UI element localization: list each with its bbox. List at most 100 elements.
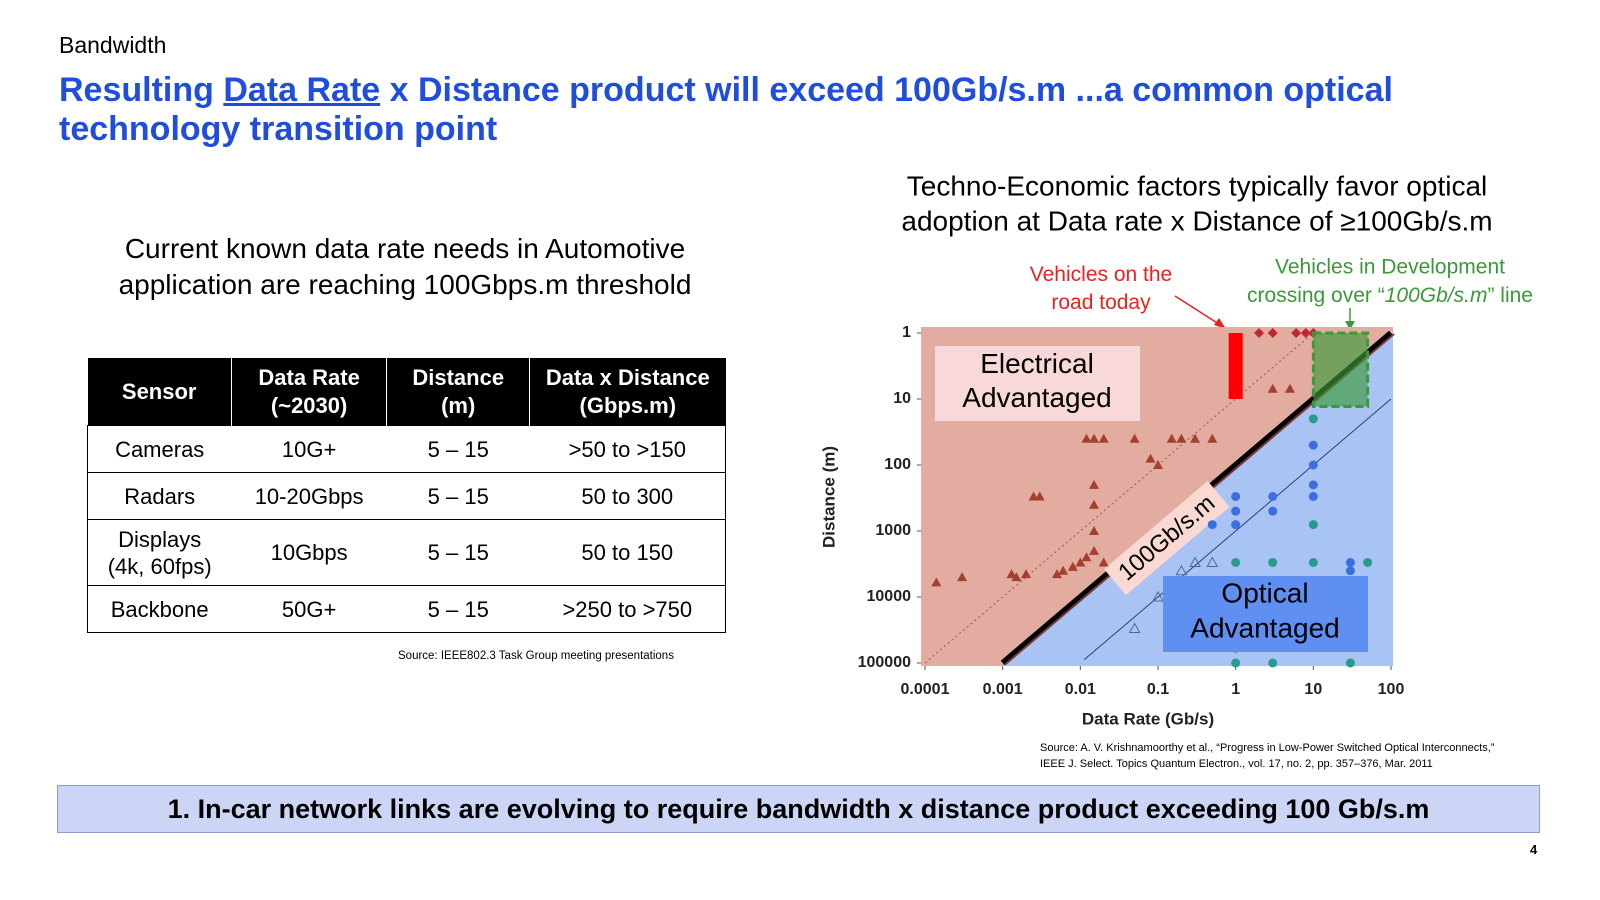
data-point [1153,460,1163,469]
data-point [1308,557,1318,567]
data-point [1231,557,1241,567]
column-header: Distance (m) [386,358,530,426]
data-point [1268,491,1278,501]
data-point [1268,658,1278,668]
data-point [1363,557,1373,567]
data-point [1089,479,1100,489]
annotation: Vehicles on the road today [1030,263,1172,314]
x-tick-label: 0.001 [983,681,1023,698]
data-point [1098,557,1109,567]
table-cell: 5 – 15 [386,519,530,586]
data-point [1098,433,1109,443]
table-cell: 50 to 300 [529,472,726,520]
x-tick-label: 100 [1378,681,1405,698]
table-cell: Displays (4k, 60fps) [87,519,232,586]
table-cell: 50 to 150 [529,519,726,586]
road-today-bar [1228,333,1243,399]
data-point [1128,622,1141,633]
data-point [1268,557,1278,567]
table-cell: 5 – 15 [386,472,530,520]
table-cell: 10Gbps [231,519,387,586]
data-point [1267,328,1278,338]
data-point [1067,561,1078,571]
data-point [1176,433,1187,443]
data-point [957,572,968,582]
electrical-label-bg [935,346,1140,421]
table-cell: Cameras [87,425,232,473]
y-tick-label: 1000 [875,522,911,539]
data-point [1206,556,1219,567]
data-point [1075,557,1086,567]
data-point [1267,383,1278,393]
table-source: Source: IEEE802.3 Task Group meeting pre… [398,650,674,662]
annotation-part: ” line [1487,284,1533,307]
data-point [1268,506,1278,516]
summary-box: 1. In-car network links are evolving to … [57,785,1540,833]
electrical-label: Electrical Advantaged [962,348,1111,413]
header-row: Sensor Data Rate (~2030) Distance (m) Data … [87,358,726,426]
optical-label: Optical Advantaged [1190,578,1339,644]
arrow-head [1345,321,1355,330]
data-point [1308,414,1318,424]
sensor-table: Sensor Data Rate (~2030) Distance (m) Data … [87,358,726,633]
table-cell: >250 to >750 [529,585,726,633]
annotation: Vehicles in Development [1275,256,1505,279]
data-point [1089,545,1100,555]
data-point [1308,480,1318,490]
optical-label-bg [1163,576,1368,652]
column-header: Sensor [87,358,232,426]
threshold-label-bg [1104,481,1230,595]
data-point [1254,328,1265,338]
data-point [1081,552,1092,562]
table-cell: 50G+ [231,585,387,633]
data-point [1051,569,1062,579]
slide-title: Resulting Data Rate x Distance product w… [59,71,1393,149]
data-point [931,577,942,587]
data-point [1207,520,1217,530]
table-cell: 5 – 15 [386,585,530,633]
data-point [1145,453,1156,463]
arrow [1174,295,1223,327]
title-part: x Distance product will exceed 100Gb/s.m… [59,71,1393,148]
table-cell: 10-20Gbps [231,472,387,520]
data-point [1011,572,1022,582]
x-tick-label: 0.1 [1147,681,1169,698]
data-point [1231,658,1241,668]
x-tick-label: 0.01 [1065,681,1096,698]
table-row: Cameras 10G+ 5 – 15 >50 to >150 [87,425,726,473]
y-tick-label: 10000 [867,588,912,605]
y-tick-label: 1 [902,324,911,341]
data-point [1207,433,1218,443]
development-box [1311,331,1370,409]
data-point [1034,491,1045,501]
data-point [1300,328,1311,338]
annotation-part: crossing over “ [1247,284,1385,307]
annotation-part: 100Gb/s.m [1385,284,1488,307]
data-point [1231,491,1241,501]
y-tick-label: 100 [884,456,911,473]
table-cell: Radars [87,472,232,520]
table-cell: 10G+ [231,425,387,473]
y-axis-label: Distance (m) [819,446,838,548]
x-axis-label: Data Rate (Gb/s) [1082,709,1214,728]
data-point [1284,383,1295,393]
data-point [1021,569,1032,579]
table-cell: >50 to >150 [529,425,726,473]
annotation: crossing over “100Gb/s.m” line [1247,284,1533,307]
data-point [1291,328,1302,338]
data-point [1231,506,1241,516]
data-point [1308,520,1318,530]
table-row: Displays (4k, 60fps) 10Gbps 5 – 15 50 to 15… [87,519,726,586]
y-tick-label: 10 [893,390,911,407]
table-caption: Current known data rate needs in Automot… [118,233,692,300]
page-number: 4 [1530,842,1538,857]
data-point [1089,526,1100,535]
data-point [1231,520,1241,530]
y-tick-label: 100000 [858,654,911,671]
data-point [1089,433,1100,443]
chart-heading: Techno-Economic factors typically favor … [901,171,1492,237]
data-point [1345,658,1355,668]
data-point [1129,433,1140,443]
